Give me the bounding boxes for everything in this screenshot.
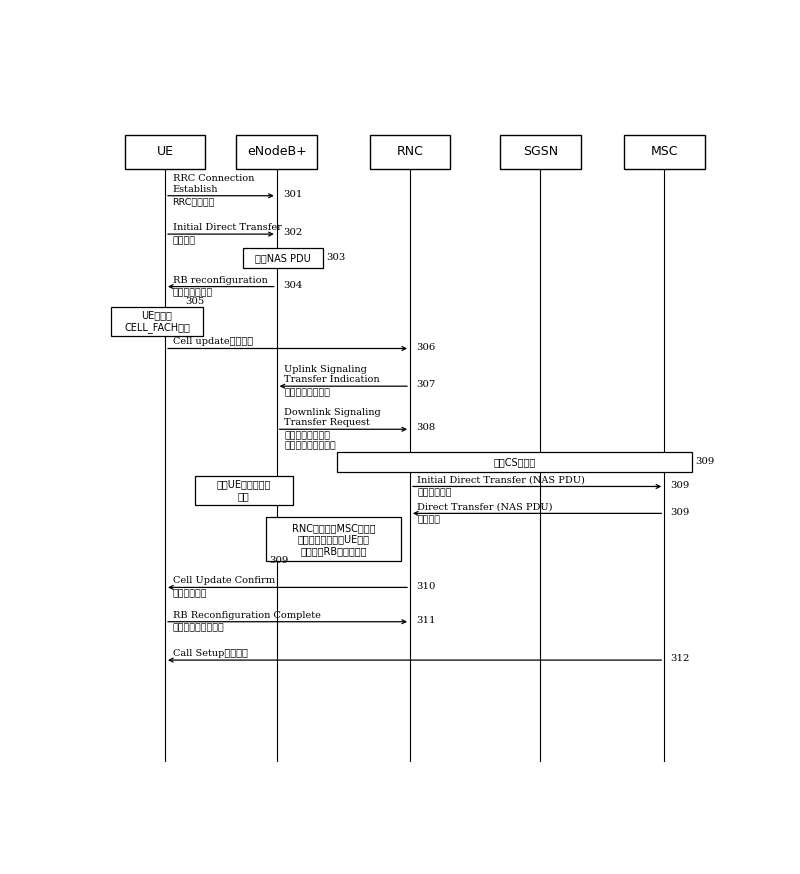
FancyBboxPatch shape	[370, 135, 450, 169]
Text: MSC: MSC	[650, 145, 678, 158]
Text: 无线承载重配置: 无线承载重配置	[173, 288, 213, 298]
Text: 302: 302	[283, 228, 302, 237]
Text: 初始直传消息: 初始直传消息	[418, 489, 452, 497]
FancyBboxPatch shape	[195, 475, 293, 504]
Text: RRC连接建立: RRC连接建立	[173, 198, 215, 207]
Text: Uplink Signaling
Transfer Indication: Uplink Signaling Transfer Indication	[284, 364, 380, 385]
FancyBboxPatch shape	[338, 452, 692, 472]
Text: eNodeB+: eNodeB+	[247, 145, 306, 158]
Text: RB Reconfiguration Complete: RB Reconfiguration Complete	[173, 611, 321, 620]
Text: 311: 311	[416, 616, 436, 625]
Text: 310: 310	[416, 581, 435, 591]
Text: 初始直传: 初始直传	[173, 236, 195, 245]
Text: 308: 308	[416, 423, 435, 433]
Text: 保存NAS PDU: 保存NAS PDU	[255, 253, 310, 263]
Text: Cell Update Confirm: Cell Update Confirm	[173, 576, 274, 586]
Text: RNC: RNC	[397, 145, 423, 158]
Text: Initial Direct Transfer: Initial Direct Transfer	[173, 223, 282, 232]
Text: 307: 307	[416, 380, 435, 389]
Text: Initial Direct Transfer (NAS PDU): Initial Direct Transfer (NAS PDU)	[418, 475, 586, 484]
Text: RRC Connection
Establish: RRC Connection Establish	[173, 174, 254, 194]
Text: 建立CS域连接: 建立CS域连接	[494, 457, 536, 468]
Text: Call Setup呼叫建立: Call Setup呼叫建立	[173, 649, 247, 658]
FancyBboxPatch shape	[624, 135, 705, 169]
FancyBboxPatch shape	[500, 135, 581, 169]
Text: 312: 312	[670, 655, 690, 663]
Text: 直传消息: 直传消息	[418, 516, 441, 524]
Text: 下行信令传输请求
（无线承载重配置）: 下行信令传输请求 （无线承载重配置）	[284, 431, 336, 451]
Text: RNC缓存来自MSC的直传
消息，直到完成该UE的小
区变更和RB重配置过程: RNC缓存来自MSC的直传 消息，直到完成该UE的小 区变更和RB重配置过程	[292, 523, 375, 556]
Text: 305: 305	[186, 297, 205, 306]
Text: UE: UE	[157, 145, 174, 158]
Text: 309: 309	[670, 481, 690, 489]
Text: Downlink Signaling
Transfer Request: Downlink Signaling Transfer Request	[284, 408, 381, 427]
Text: 309: 309	[270, 556, 289, 565]
FancyBboxPatch shape	[242, 248, 323, 268]
Text: 上行信令传输指示: 上行信令传输指示	[284, 388, 330, 397]
FancyBboxPatch shape	[111, 308, 203, 336]
Text: Cell update小区变更: Cell update小区变更	[173, 337, 253, 346]
Text: 删除UE上下文，释
资源: 删除UE上下文，释 资源	[217, 479, 271, 501]
Text: 小区变更确认: 小区变更确认	[173, 589, 207, 599]
Text: Direct Transfer (NAS PDU): Direct Transfer (NAS PDU)	[418, 503, 553, 511]
Text: 301: 301	[283, 190, 302, 199]
Text: 无线承载重配置完成: 无线承载重配置完成	[173, 624, 224, 633]
Text: 309: 309	[695, 456, 714, 466]
Text: 306: 306	[416, 343, 435, 351]
FancyBboxPatch shape	[266, 517, 402, 561]
Text: UE迁移到
CELL_FACH状态: UE迁移到 CELL_FACH状态	[124, 310, 190, 333]
Text: RB reconfiguration: RB reconfiguration	[173, 275, 267, 285]
FancyBboxPatch shape	[237, 135, 317, 169]
Text: 304: 304	[283, 281, 302, 290]
FancyBboxPatch shape	[125, 135, 206, 169]
Text: 303: 303	[326, 253, 346, 261]
Text: SGSN: SGSN	[522, 145, 558, 158]
Text: 309: 309	[670, 508, 690, 517]
